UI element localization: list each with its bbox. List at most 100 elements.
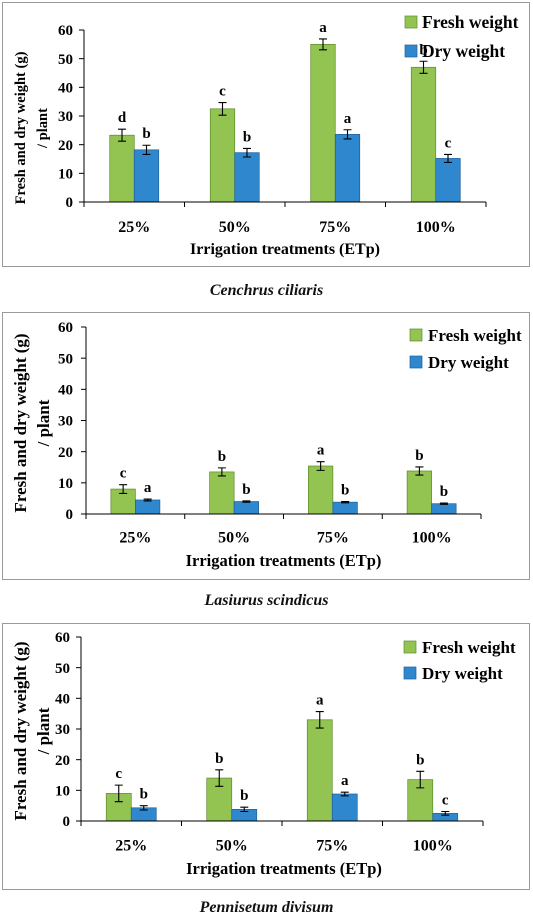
significance-letter-dry-weight-100pct: b	[440, 484, 448, 500]
x-category-label-50pct: 50%	[219, 219, 251, 236]
y-tick-label: 0	[66, 195, 74, 211]
bar-dry-weight-100pct	[431, 503, 457, 515]
error-bar-dry-weight-25pct	[143, 498, 152, 502]
significance-letters: c b a b b b a c	[115, 693, 449, 809]
bar-dry-weight-75pct	[332, 501, 358, 515]
y-tick-label: 20	[55, 753, 70, 769]
y-tick-label: 40	[58, 80, 73, 96]
y-axis-title-line-2: / plant	[34, 399, 53, 447]
y-axis-title-line-2: / plant	[35, 108, 51, 149]
legend: Fresh weight Dry weight	[404, 12, 519, 61]
y-tick-label: 60	[58, 320, 73, 336]
error-bar-dry-weight-50pct	[240, 806, 249, 813]
significance-letter-fresh-weight-25pct: c	[115, 766, 122, 782]
y-tick-label: 40	[58, 382, 73, 398]
legend-swatch-fresh-weight	[403, 640, 417, 654]
bar-chart-1: d c a b b b a c 0 10 20 30 40 50 60 25% 50% 75% 100% Irriga…	[13, 12, 519, 258]
error-bar-dry-weight-75pct	[340, 791, 349, 797]
y-tick-label: 10	[58, 166, 73, 182]
error-bar-dry-weight-100pct	[441, 810, 450, 816]
chart-caption-3: Pennisetum divisum	[199, 899, 334, 916]
significance-letter-fresh-weight-100pct: b	[415, 448, 423, 464]
bar-fresh-weight-75pct	[306, 719, 333, 822]
significance-letter-fresh-weight-50pct: c	[219, 84, 226, 100]
significance-letter-fresh-weight-75pct: a	[317, 443, 325, 459]
bar-dry-weight-50pct	[233, 501, 259, 515]
x-category-label-75pct: 75%	[319, 219, 351, 236]
bars	[109, 43, 461, 203]
error-bar-fresh-weight-75pct	[315, 710, 324, 729]
legend-label-fresh-weight: Fresh weight	[428, 326, 522, 345]
legend-swatch-dry-weight	[404, 44, 418, 58]
y-tick-label: 20	[58, 445, 73, 461]
significance-letter-dry-weight-75pct: b	[341, 483, 349, 499]
error-bar-fresh-weight-50pct	[218, 101, 227, 116]
significance-letter-fresh-weight-50pct: b	[215, 751, 223, 767]
error-bar-dry-weight-25pct	[142, 144, 151, 155]
error-bar-fresh-weight-100pct	[416, 770, 425, 789]
bar-fresh-weight-100pct	[410, 66, 437, 203]
bar-fresh-weight-50pct	[209, 108, 236, 203]
significance-letter-fresh-weight-25pct: d	[118, 110, 127, 126]
axes: 0 10 20 30 40 50 60 25% 50% 75% 100% Irrigation tre…	[13, 23, 487, 258]
x-category-label-50pct: 50%	[216, 838, 248, 855]
x-axis-title: Irrigation treatments (ETp)	[190, 241, 380, 258]
y-tick-label: 10	[58, 476, 73, 492]
y-tick-label: 10	[55, 783, 70, 799]
legend-swatch-fresh-weight	[409, 328, 423, 342]
axes: 0 10 20 30 40 50 60 25% 50% 75% 100% Irrigation tre…	[11, 320, 482, 570]
bar-fresh-weight-100pct	[406, 470, 432, 515]
bar-dry-weight-75pct	[331, 793, 358, 822]
bars	[110, 465, 457, 515]
significance-letter-fresh-weight-75pct: a	[316, 693, 324, 709]
error-bar-fresh-weight-50pct	[215, 769, 224, 787]
y-tick-label: 0	[63, 814, 71, 830]
error-bar-dry-weight-25pct	[139, 805, 148, 811]
x-category-label-25pct: 25%	[119, 530, 151, 547]
bar-fresh-weight-50pct	[209, 471, 235, 515]
error-bar-fresh-weight-50pct	[217, 467, 226, 477]
bar-dry-weight-25pct	[133, 149, 160, 203]
significance-letter-dry-weight-50pct: b	[240, 788, 248, 804]
significance-letter-dry-weight-25pct: a	[144, 480, 152, 496]
legend: Fresh weight Dry weight	[409, 326, 522, 372]
error-bars	[118, 38, 452, 163]
error-bar-dry-weight-100pct	[439, 502, 448, 505]
significance-letter-dry-weight-100pct: c	[445, 135, 452, 151]
axes: 0 10 20 30 40 50 60 25% 50% 75% 100% Irrigation tre…	[11, 630, 484, 878]
y-axis-title-line-1: Fresh and dry weight (g)	[11, 641, 30, 820]
error-bars	[114, 710, 450, 816]
bar-dry-weight-50pct	[234, 152, 260, 203]
x-category-label-100pct: 100%	[416, 219, 456, 236]
error-bar-fresh-weight-75pct	[319, 38, 327, 51]
y-tick-label: 50	[55, 661, 70, 677]
y-tick-label: 50	[58, 351, 73, 367]
x-axis-title: Irrigation treatments (ETp)	[186, 859, 382, 878]
y-axis-title-line-2: / plant	[34, 707, 53, 755]
chart-panel-2: c b a b a b b b 0 10 20 30 40 50 60 25% 50% 75% 100% Irriga…	[2, 312, 530, 580]
significance-letter-dry-weight-50pct: b	[242, 482, 250, 498]
y-tick-label: 20	[58, 138, 73, 154]
significance-letter-fresh-weight-100pct: b	[416, 752, 424, 768]
error-bars	[119, 461, 448, 505]
y-tick-label: 40	[55, 691, 70, 707]
error-bar-fresh-weight-100pct	[419, 60, 428, 74]
error-bar-fresh-weight-25pct	[118, 128, 126, 142]
y-axis-title-line-1: Fresh and dry weight (g)	[11, 333, 30, 512]
bar-fresh-weight-25pct	[109, 134, 135, 203]
significance-letter-dry-weight-75pct: a	[344, 111, 352, 127]
significance-letter-fresh-weight-25pct: c	[120, 466, 127, 482]
legend-label-fresh-weight: Fresh weight	[422, 638, 516, 657]
legend-label-dry-weight: Dry weight	[422, 664, 503, 683]
chart-panel-1: d c a b b b a c 0 10 20 30 40 50 60 25% 50% 75% 100% Irriga…	[2, 2, 530, 267]
error-bar-dry-weight-50pct	[242, 500, 251, 503]
significance-letters: d c a b b b a c	[118, 20, 452, 152]
y-tick-label: 30	[58, 414, 73, 430]
significance-letter-fresh-weight-75pct: a	[319, 20, 327, 36]
y-tick-label: 50	[58, 52, 73, 68]
bar-chart-3: c b a b b b a c 0 10 20 30 40 50 60 25% 50% 75% 100% Irriga…	[11, 630, 516, 878]
error-bar-fresh-weight-25pct	[119, 484, 128, 494]
bar-chart-2: c b a b a b b b 0 10 20 30 40 50 60 25% 50% 75% 100% Irriga…	[11, 320, 522, 570]
x-axis-title: Irrigation treatments (ETp)	[186, 551, 382, 570]
bar-fresh-weight-75pct	[310, 43, 336, 203]
